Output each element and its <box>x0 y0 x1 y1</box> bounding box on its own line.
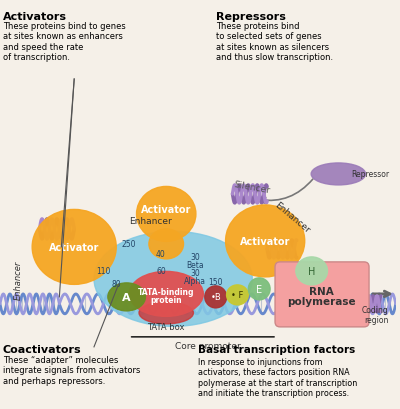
Text: Enhancer: Enhancer <box>13 260 22 299</box>
Text: Enhancer: Enhancer <box>272 200 311 234</box>
Text: Core promoter: Core promoter <box>175 341 241 350</box>
Text: RNA: RNA <box>309 286 334 296</box>
Text: These proteins bind
to selected sets of genes
at sites known as silencers
and th: These proteins bind to selected sets of … <box>216 22 333 62</box>
Ellipse shape <box>94 232 252 326</box>
Ellipse shape <box>32 210 116 285</box>
Text: Activator: Activator <box>141 204 192 214</box>
Text: polymerase: polymerase <box>287 296 356 306</box>
Text: protein: protein <box>150 296 182 305</box>
Text: •B: •B <box>210 293 221 302</box>
Text: Silencer: Silencer <box>234 180 271 195</box>
Text: Repressor: Repressor <box>351 170 389 179</box>
Ellipse shape <box>205 286 226 308</box>
Text: A: A <box>122 292 131 302</box>
Text: TATA-binding: TATA-binding <box>138 288 194 297</box>
Ellipse shape <box>129 272 203 317</box>
Text: Beta: Beta <box>186 261 204 270</box>
Text: Basal transcription factors: Basal transcription factors <box>198 344 355 354</box>
Text: 250: 250 <box>121 240 136 249</box>
Text: Coactivators: Coactivators <box>3 344 82 354</box>
Text: Activator: Activator <box>49 242 99 252</box>
Ellipse shape <box>136 187 196 242</box>
Ellipse shape <box>139 302 194 324</box>
Text: H: H <box>308 266 315 276</box>
Text: Enhancer: Enhancer <box>129 217 172 226</box>
Text: These “adapter” molecules
integrate signals from activators
and perhaps represso: These “adapter” molecules integrate sign… <box>3 355 140 385</box>
Ellipse shape <box>226 205 305 277</box>
FancyBboxPatch shape <box>275 262 369 327</box>
Text: 60: 60 <box>156 267 166 276</box>
Text: Alpha: Alpha <box>184 277 206 286</box>
Text: 150: 150 <box>208 278 223 287</box>
Text: Activators: Activators <box>3 12 67 22</box>
Text: 110: 110 <box>97 267 111 276</box>
Text: • F: • F <box>231 291 244 300</box>
Text: Activator: Activator <box>240 236 290 246</box>
Text: These proteins bind to genes
at sites known as enhancers
and speed the rate
of t: These proteins bind to genes at sites kn… <box>3 22 126 62</box>
Ellipse shape <box>226 285 248 305</box>
Text: 40: 40 <box>156 250 165 259</box>
Ellipse shape <box>149 229 184 259</box>
Text: 30: 30 <box>190 269 200 278</box>
Text: In response to injunctions from
activators, these factors position RNA
polymeras: In response to injunctions from activato… <box>198 357 357 397</box>
Ellipse shape <box>311 164 366 185</box>
Text: Repressors: Repressors <box>216 12 286 22</box>
Text: Coding
region: Coding region <box>362 305 389 324</box>
Text: E: E <box>256 284 262 294</box>
Text: TATA box: TATA box <box>148 323 185 332</box>
Text: 80: 80 <box>112 280 122 289</box>
Ellipse shape <box>296 257 328 285</box>
Ellipse shape <box>248 278 270 300</box>
Text: 30: 30 <box>190 253 200 262</box>
Ellipse shape <box>108 283 146 311</box>
